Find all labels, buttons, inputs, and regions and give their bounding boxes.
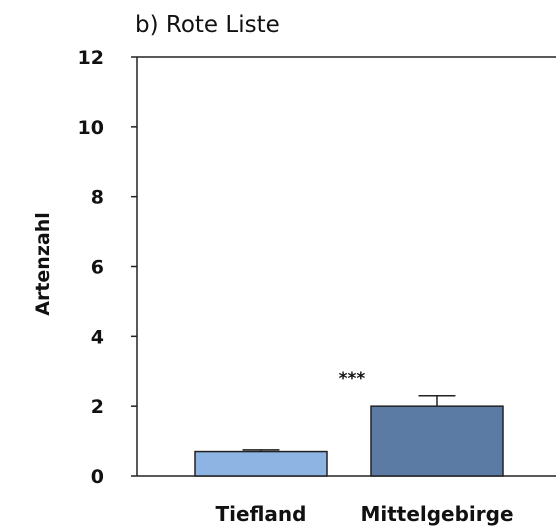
y-axis-label: Artenzahl [32, 212, 54, 316]
y-tick-label: 0 [91, 466, 104, 488]
category-label: Mittelgebirge [360, 502, 513, 526]
y-tick-label: 12 [78, 47, 104, 69]
y-tick-label: 6 [91, 257, 104, 279]
y-tick-label: 10 [78, 117, 104, 139]
plot-area: 0 2 4 6 8 10 12 Tiefland Mittelgebirge [78, 47, 556, 526]
y-tick-label: 4 [91, 326, 104, 348]
y-tick-label: 8 [91, 187, 104, 209]
chart-title: b) Rote Liste [135, 12, 280, 38]
bar-mittelgebirge [370, 405, 504, 477]
bar-tiefland [194, 450, 328, 477]
significance-label: *** [339, 369, 366, 389]
y-tick-label: 2 [91, 396, 104, 418]
category-label: Tiefland [216, 502, 307, 526]
